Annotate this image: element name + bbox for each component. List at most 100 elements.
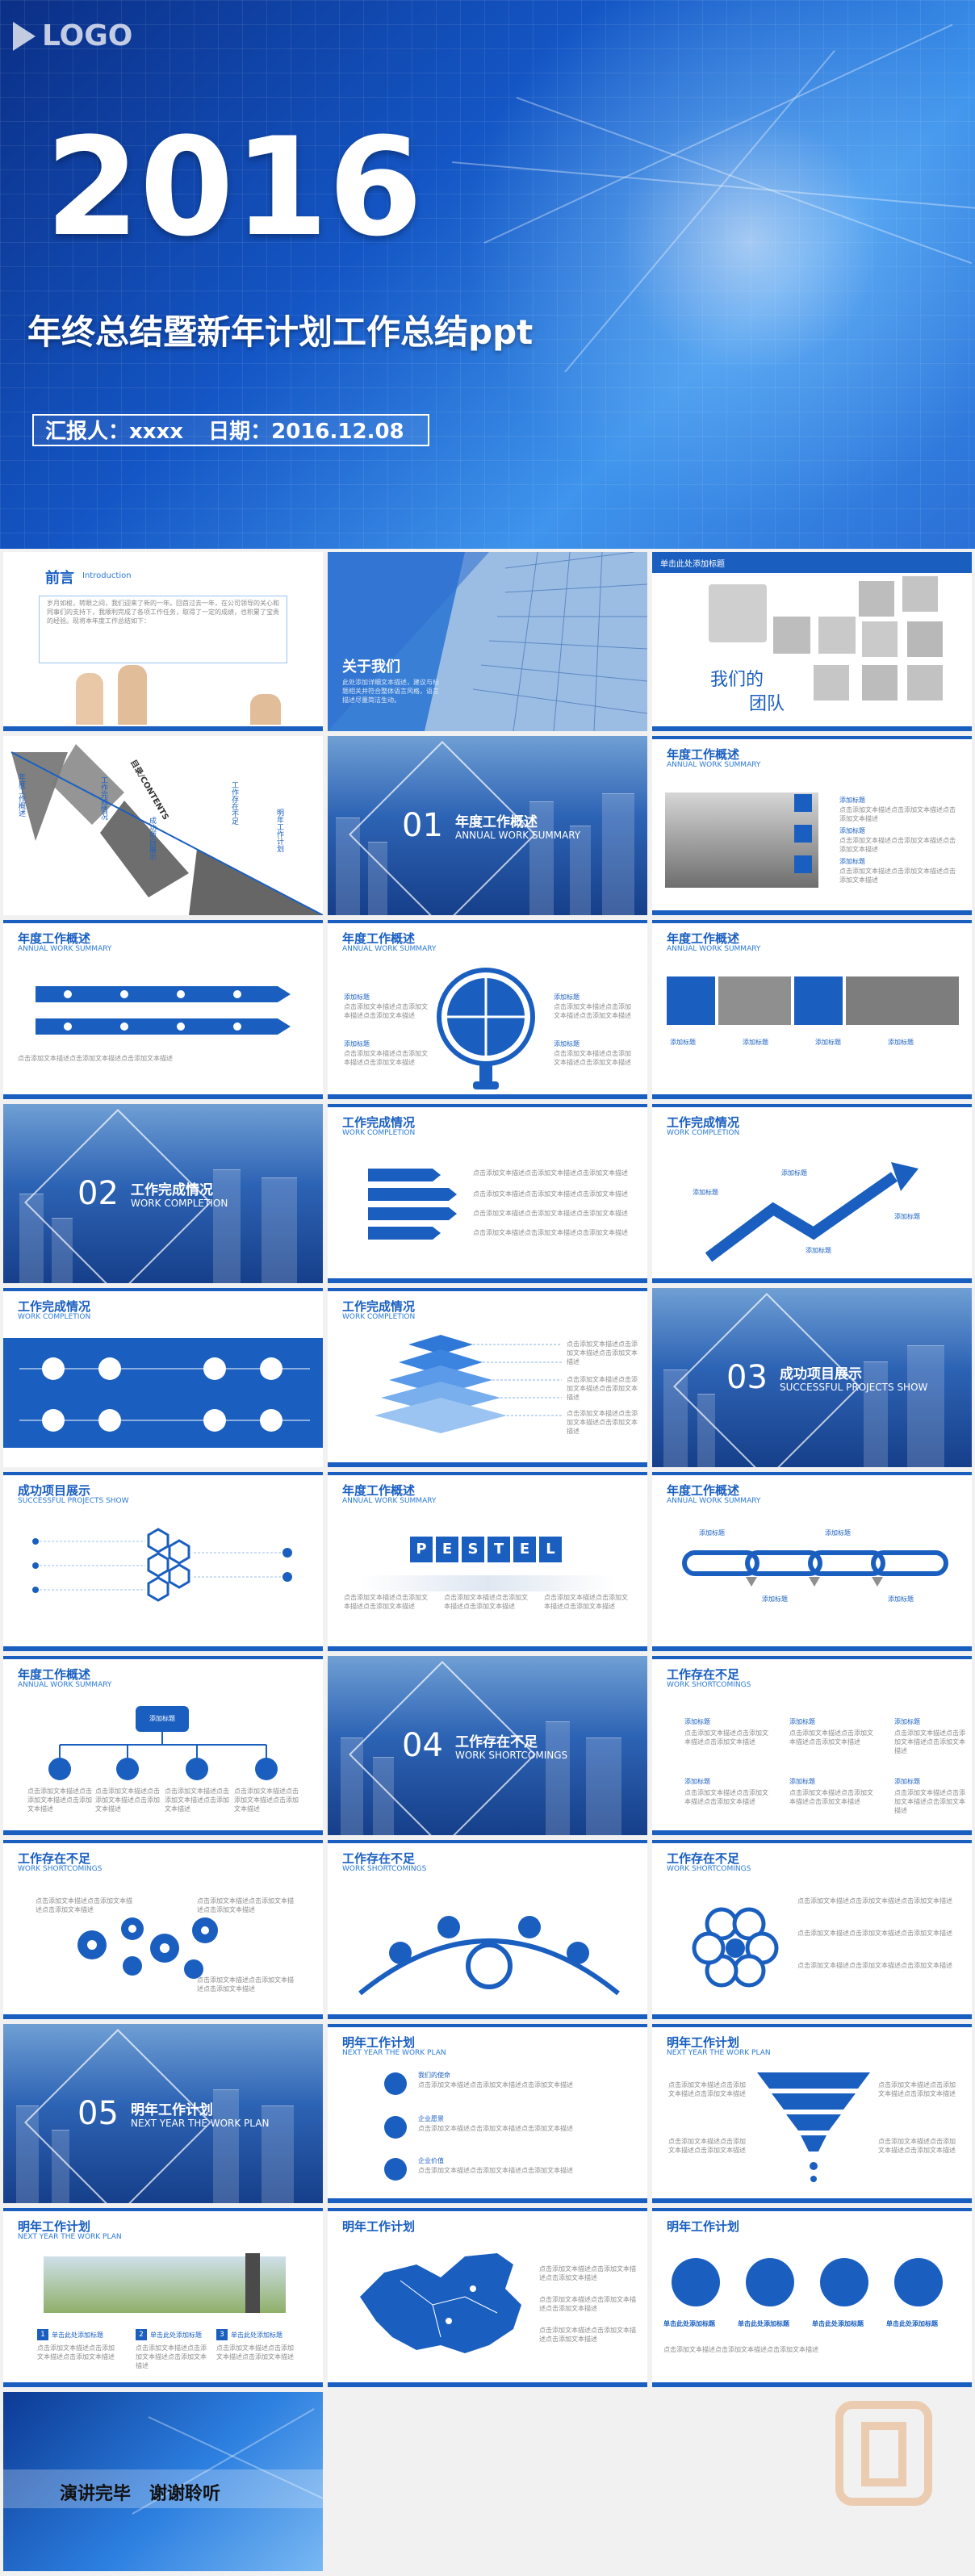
contents-item: 明年工作计划 xyxy=(275,809,283,852)
item-text: 点击添加文本描述点击添加文本描述点击添加文本描述 xyxy=(473,1190,628,1198)
slide-section-02[interactable]: 02 工作完成情况 WORK COMPLETION xyxy=(3,1104,323,1283)
slide-completion-layers[interactable]: 工作完成情况 WORK COMPLETION 点击添加文本描述点击添加文本描述点… xyxy=(328,1288,647,1467)
slide-completion-trend[interactable]: 工作完成情况 WORK COMPLETION 添加标题 添加标题 添加标题 添加… xyxy=(652,1104,972,1283)
slide-contents[interactable]: 目录/CONTENTS 年度工作概述 工作完成情况 成功项目展示 工作存在不足 … xyxy=(3,736,323,915)
item-label: 添加标题 xyxy=(839,827,865,834)
item-text: 点击添加文本描述点击添加文本描述点击添加文本描述 xyxy=(663,2346,818,2353)
slide-title: 明年工作计划 xyxy=(18,2219,91,2234)
slide-closing[interactable]: 演讲完毕 谢谢聆听 xyxy=(3,2392,323,2571)
slide-about-us[interactable]: 关于我们 此处添加详细文本描述，建议与标题相关并符合整体语言风格，语言描述尽量简… xyxy=(328,552,647,731)
china-map-graphic xyxy=(360,2253,521,2353)
chain-links-graphic xyxy=(682,1550,948,1587)
item-text: 点击添加文本描述点击添加文本描述点击添加文本描述 xyxy=(344,1594,428,1610)
section-title: 成功项目展示 xyxy=(780,1366,862,1382)
slide-subtitle: NEXT YEAR THE WORK PLAN xyxy=(667,2049,771,2057)
slide-plan-circles[interactable]: 明年工作计划 单击此处添加标题 单击此处添加标题 单击此处添加标题 单击此处添加… xyxy=(652,2208,972,2387)
slide-section-03[interactable]: 03 成功项目展示 SUCCESSFUL PROJECTS SHOW xyxy=(652,1288,972,1467)
lightbulb-icon xyxy=(672,2258,720,2306)
slide-annual-chain[interactable]: 年度工作概述 ANNUAL WORK SUMMARY 添加标题 添加标题 添加标… xyxy=(652,1472,972,1651)
cover-title: 年终总结暨新年计划工作总结ppt xyxy=(27,312,534,352)
slide-shortcomings-grid[interactable]: 工作存在不足 WORK SHORTCOMINGS 添加标题 添加标题 添加标题 … xyxy=(652,1656,972,1835)
section-title: 工作完成情况 xyxy=(131,1182,213,1198)
item-text: 点击添加文本描述点击添加文本描述点击添加文本描述 xyxy=(234,1788,299,1813)
slide-bottom-bar xyxy=(3,1094,323,1099)
hand-corner xyxy=(250,694,281,725)
item-text: 点击添加文本描述点击添加文本描述点击添加文本描述 xyxy=(473,1169,628,1177)
slide-pestel[interactable]: 年度工作概述 ANNUAL WORK SUMMARY P E S T E L 点… xyxy=(328,1472,647,1651)
item-text: 点击添加文本描述点击添加文本描述点击添加文本描述 xyxy=(418,2125,573,2132)
slide-annual-icons[interactable]: 年度工作概述 ANNUAL WORK SUMMARY 添加标题 添加标题 添加标… xyxy=(652,920,972,1099)
preface-title: 前言 xyxy=(45,570,74,587)
slide-shortcomings-flower[interactable]: 工作存在不足 WORK SHORTCOMINGS 点击添加文本描述点击添加文本描… xyxy=(652,1840,972,2019)
slide-bottom-bar xyxy=(3,1646,323,1651)
slide-bottom-bar xyxy=(3,2014,323,2019)
pestel-letter: P xyxy=(410,1537,433,1562)
item-text: 点击添加文本描述点击添加文本描述点击添加文本描述 xyxy=(567,1410,638,1435)
item-text: 点击添加文本描述点击添加文本描述点击添加文本描述 xyxy=(444,1594,528,1610)
item-label: 添加标题 xyxy=(888,1039,914,1046)
logo-play-icon xyxy=(13,21,36,51)
slide-bottom-bar xyxy=(3,1830,323,1835)
slide-plan-funnel[interactable]: 明年工作计划 NEXT YEAR THE WORK PLAN 点击添加文本描述点… xyxy=(652,2024,972,2203)
slide-annual-arrows[interactable]: 年度工作概述 ANNUAL WORK SUMMARY 点击添加文本描述点击添加文… xyxy=(3,920,323,1099)
slide-bottom-bar xyxy=(652,2198,972,2203)
slide-section-01[interactable]: 01 年度工作概述 ANNUAL WORK SUMMARY xyxy=(328,736,647,915)
item-text: 点击添加文本描述点击添加文本描述点击添加文本描述 xyxy=(344,1050,428,1066)
item-text: 点击添加文本描述点击添加文本描述点击添加文本描述 xyxy=(554,1050,631,1066)
plan-item-title: 企业愿景 xyxy=(418,2115,444,2122)
item-label: 添加标题 xyxy=(743,1039,768,1046)
item-label: 添加标题 xyxy=(762,1595,788,1603)
plan-item-title: 我们的使命 xyxy=(418,2072,450,2079)
item-text: 点击添加文本描述点击添加文本描述点击添加文本描述 xyxy=(789,1789,873,1805)
slide-annual-tree[interactable]: 年度工作概述 ANNUAL WORK SUMMARY 添加标题 点击添加文本描述… xyxy=(3,1656,323,1835)
cover-slide: LOGO 2016 年终总结暨新年计划工作总结ppt 汇报人：xxxx 日期：2… xyxy=(0,0,975,549)
hexagon-graphic xyxy=(32,1528,292,1602)
contents-item: 成功项目展示 xyxy=(148,817,156,860)
section-subtitle: WORK SHORTCOMINGS xyxy=(455,1750,568,1761)
item-label: 添加标题 xyxy=(894,1778,920,1785)
item-text: 点击添加文本描述点击添加文本描述点击添加文本描述 xyxy=(539,2327,636,2343)
slide-subtitle: NEXT YEAR THE WORK PLAN xyxy=(18,2233,122,2241)
slide-preface[interactable]: 前言 Introduction 岁月如梭，转眼之间，我们迎来了新的一年。回首过去… xyxy=(3,552,323,731)
slide-bottom-bar xyxy=(652,910,972,915)
slide-title: 年度工作概述 xyxy=(18,1667,91,1682)
slide-team[interactable]: 单击此处添加标题 我们的 团队 xyxy=(652,552,972,731)
slide-plan-steps[interactable]: 明年工作计划 NEXT YEAR THE WORK PLAN 1 2 3 单击此… xyxy=(3,2208,323,2387)
preface-text-frame xyxy=(39,596,287,663)
magnifier-arc-graphic xyxy=(358,1916,620,1996)
item-label: 添加标题 xyxy=(789,1718,815,1725)
slide-title: 工作完成情况 xyxy=(18,1299,91,1314)
arrow-process-graphic xyxy=(36,986,291,1035)
team-photo xyxy=(818,617,856,654)
item-text: 点击添加文本描述点击添加文本描述点击添加文本描述 xyxy=(797,1897,952,1905)
slide-bottom-bar xyxy=(652,1094,972,1099)
item-label: 添加标题 xyxy=(670,1039,696,1046)
pestel-letters: P E S T E L xyxy=(410,1537,562,1562)
slide-plan-mission[interactable]: 明年工作计划 NEXT YEAR THE WORK PLAN 我们的使命 企业愿… xyxy=(328,2024,647,2203)
preface-text: 岁月如梭，转眼之间，我们迎来了新的一年。回首过去一年，在公司领导的关心和同事们的… xyxy=(47,600,279,625)
item-label: 添加标题 xyxy=(839,797,865,804)
reporter-label: 汇报人：xxxx xyxy=(45,420,184,444)
slide-annual-puzzle[interactable]: 年度工作概述 ANNUAL WORK SUMMARY 添加标题 点击添加文本描述… xyxy=(328,920,647,1099)
slide-section-05[interactable]: 05 明年工作计划 NEXT YEAR THE WORK PLAN xyxy=(3,2024,323,2203)
contents-graphic xyxy=(10,744,323,915)
slide-completion-icons[interactable]: 工作完成情况 WORK COMPLETION xyxy=(3,1288,323,1467)
puzzle-magnifier-graphic xyxy=(437,968,535,1089)
slide-section-04[interactable]: 04 工作存在不足 WORK SHORTCOMINGS xyxy=(328,1656,647,1835)
item-label: 添加标题 xyxy=(344,993,370,1001)
item-text: 点击添加文本描述点击添加文本描述点击添加文本描述 xyxy=(894,1729,965,1754)
item-text: 点击添加文本描述点击添加文本描述点击添加文本描述 xyxy=(567,1340,638,1365)
step-number: 1 xyxy=(37,2329,48,2340)
item-label: 添加标题 xyxy=(699,1529,725,1537)
slide-plan-map[interactable]: 明年工作计划 点击添加文本描述点击添加文本描述点击添加文本描述 点击添加文本描述… xyxy=(328,2208,647,2387)
slide-annual-photo[interactable]: 年度工作概述 ANNUAL WORK SUMMARY 添加标题 点击添加文本描述… xyxy=(652,736,972,915)
closing-band xyxy=(3,2469,323,2508)
slide-shortcomings-gears[interactable]: 工作存在不足 WORK SHORTCOMINGS 点击添加文本描述点击添加文本描… xyxy=(3,1840,323,2019)
item-label: 添加标题 xyxy=(888,1595,914,1603)
slide-completion-list[interactable]: 工作完成情况 WORK COMPLETION 点击添加文本描述点击添加文本描述点… xyxy=(328,1104,647,1283)
slide-shortcomings-magnifier[interactable]: 工作存在不足 WORK SHORTCOMINGS xyxy=(328,1840,647,2019)
item-label: 添加标题 xyxy=(894,1213,920,1220)
slide-projects-hex[interactable]: 成功项目展示 SUCCESSFUL PROJECTS SHOW xyxy=(3,1472,323,1651)
monitor-icon xyxy=(667,976,715,1025)
icon-row-graphic xyxy=(19,1357,310,1432)
